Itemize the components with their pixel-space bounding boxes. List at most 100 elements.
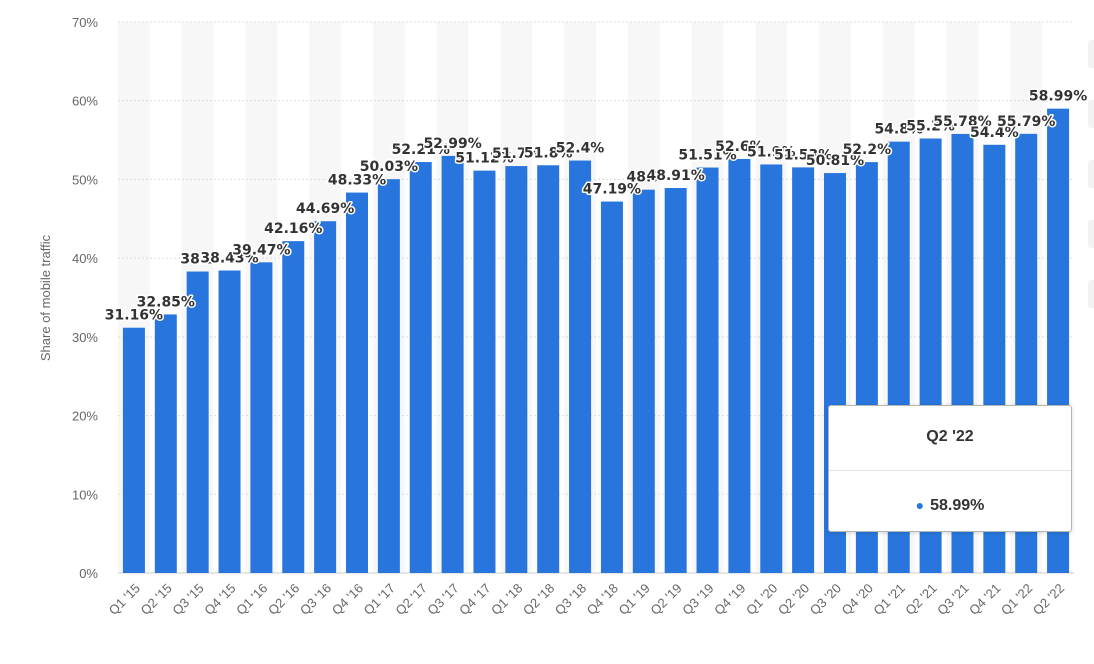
y-tick-label: 40%	[72, 251, 98, 266]
data-label: 52.99%	[423, 136, 481, 152]
x-tick-label: Q4 '16	[329, 581, 366, 618]
bar[interactable]	[346, 192, 368, 573]
bar[interactable]	[282, 241, 305, 573]
data-label: 52.2%	[843, 142, 892, 158]
x-tick-label: Q2 '15	[138, 581, 175, 618]
bar[interactable]	[314, 221, 337, 573]
bar[interactable]	[377, 179, 400, 573]
x-tick-label: Q4 '21	[966, 581, 1003, 618]
bar[interactable]	[154, 314, 177, 573]
y-tick-label: 0%	[79, 566, 98, 581]
x-tick-label: Q2 '17	[392, 581, 429, 618]
y-tick-label: 70%	[72, 15, 98, 30]
data-label: 50.81%	[806, 153, 864, 169]
bar[interactable]	[569, 160, 592, 573]
x-tick-label: Q3 '18	[552, 581, 589, 618]
data-label: 48.33%	[328, 173, 386, 189]
x-tick-label: Q2 '20	[775, 581, 812, 618]
data-label: 48.91%	[647, 168, 705, 184]
x-tick-label: Q4 '17	[456, 581, 493, 618]
data-label: 51.12%	[455, 151, 513, 167]
data-label: 51.9%	[747, 144, 796, 160]
data-label: 47.19%	[583, 182, 641, 198]
x-tick-label: Q2 '22	[1030, 581, 1067, 618]
bar[interactable]	[441, 155, 464, 573]
y-axis-label: Share of mobile traffic	[38, 234, 53, 361]
side-tab[interactable]	[1088, 160, 1094, 188]
data-label: 52.4%	[556, 141, 605, 157]
bar[interactable]	[505, 166, 528, 573]
tooltip: Q2 '22 ● 58.99%	[828, 405, 1072, 532]
x-tick-label: Q2 '16	[265, 581, 302, 618]
side-tab[interactable]	[1088, 100, 1094, 128]
bar[interactable]	[664, 188, 687, 573]
data-label: 58.99%	[1029, 89, 1087, 105]
x-tick-label: Q3 '17	[424, 581, 461, 618]
data-label: 55.79%	[997, 114, 1055, 130]
data-label: 38.3	[180, 252, 215, 268]
data-label: 39.47%	[232, 242, 290, 258]
data-label: 55.2%	[906, 118, 955, 134]
bar[interactable]	[473, 170, 496, 574]
bar[interactable]	[537, 165, 560, 573]
x-tick-label: Q1 '16	[233, 581, 270, 618]
x-tick-label: Q2 '18	[520, 581, 557, 618]
bar[interactable]	[122, 327, 145, 573]
bar[interactable]	[696, 167, 719, 573]
data-label: 31.16%	[105, 308, 163, 324]
data-label: 42.16%	[264, 221, 322, 237]
data-label: 48.7	[627, 170, 662, 186]
bar[interactable]	[186, 271, 209, 573]
x-tick-label: Q4 '20	[839, 581, 876, 618]
bar[interactable]	[409, 162, 432, 573]
data-label: 52.6%	[715, 139, 764, 155]
data-label: 54.4%	[970, 125, 1019, 141]
side-tab[interactable]	[1088, 40, 1094, 68]
tooltip-value: 58.99%	[930, 497, 985, 514]
x-tick-label: Q1 '22	[998, 581, 1035, 618]
x-tick-label: Q1 '17	[361, 581, 398, 618]
bar[interactable]	[760, 164, 783, 574]
bar[interactable]	[218, 270, 241, 573]
x-tick-label: Q4 '18	[584, 581, 621, 618]
bar[interactable]	[250, 262, 273, 573]
bar[interactable]	[728, 158, 751, 573]
data-label: 50.03%	[360, 159, 418, 175]
x-tick-label: Q3 '19	[679, 581, 716, 618]
side-tab[interactable]	[1088, 280, 1094, 308]
y-tick-label: 30%	[72, 330, 98, 345]
tooltip-value-row: ● 58.99%	[829, 497, 1071, 515]
x-tick-label: Q3 '20	[807, 581, 844, 618]
tooltip-title: Q2 '22	[829, 406, 1071, 471]
data-label: 32.85%	[137, 294, 195, 310]
series-dot-icon: ●	[915, 497, 925, 513]
data-label: 51.51%	[678, 148, 736, 164]
x-tick-label: Q4 '15	[201, 581, 238, 618]
x-tick-label: Q3 '16	[297, 581, 334, 618]
data-label: 38.43%	[200, 251, 258, 267]
x-tick-label: Q4 '19	[711, 581, 748, 618]
y-tick-label: 60%	[72, 94, 98, 109]
bar[interactable]	[600, 201, 623, 573]
data-label: 54.8%	[874, 122, 923, 138]
y-tick-label: 50%	[72, 172, 98, 187]
data-label: 51.53%	[774, 147, 832, 163]
x-tick-label: Q3 '21	[934, 581, 971, 618]
bar[interactable]	[792, 167, 815, 573]
x-tick-label: Q1 '18	[488, 581, 525, 618]
bar[interactable]	[632, 189, 655, 573]
x-tick-label: Q2 '19	[647, 581, 684, 618]
y-tick-label: 10%	[72, 487, 98, 502]
data-label: 51.7%	[492, 146, 541, 162]
x-tick-label: Q1 '19	[616, 581, 653, 618]
data-label: 52.21%	[392, 142, 450, 158]
side-tab[interactable]	[1088, 220, 1094, 248]
x-tick-label: Q3 '15	[169, 581, 206, 618]
side-toolbar	[1088, 0, 1094, 664]
x-tick-label: Q1 '20	[743, 581, 780, 618]
x-tick-label: Q1 '21	[870, 581, 907, 618]
x-tick-label: Q1 '15	[106, 581, 143, 618]
y-axis-ticks: 0% 10% 20% 30% 40% 50% 60% 70%	[72, 15, 98, 581]
